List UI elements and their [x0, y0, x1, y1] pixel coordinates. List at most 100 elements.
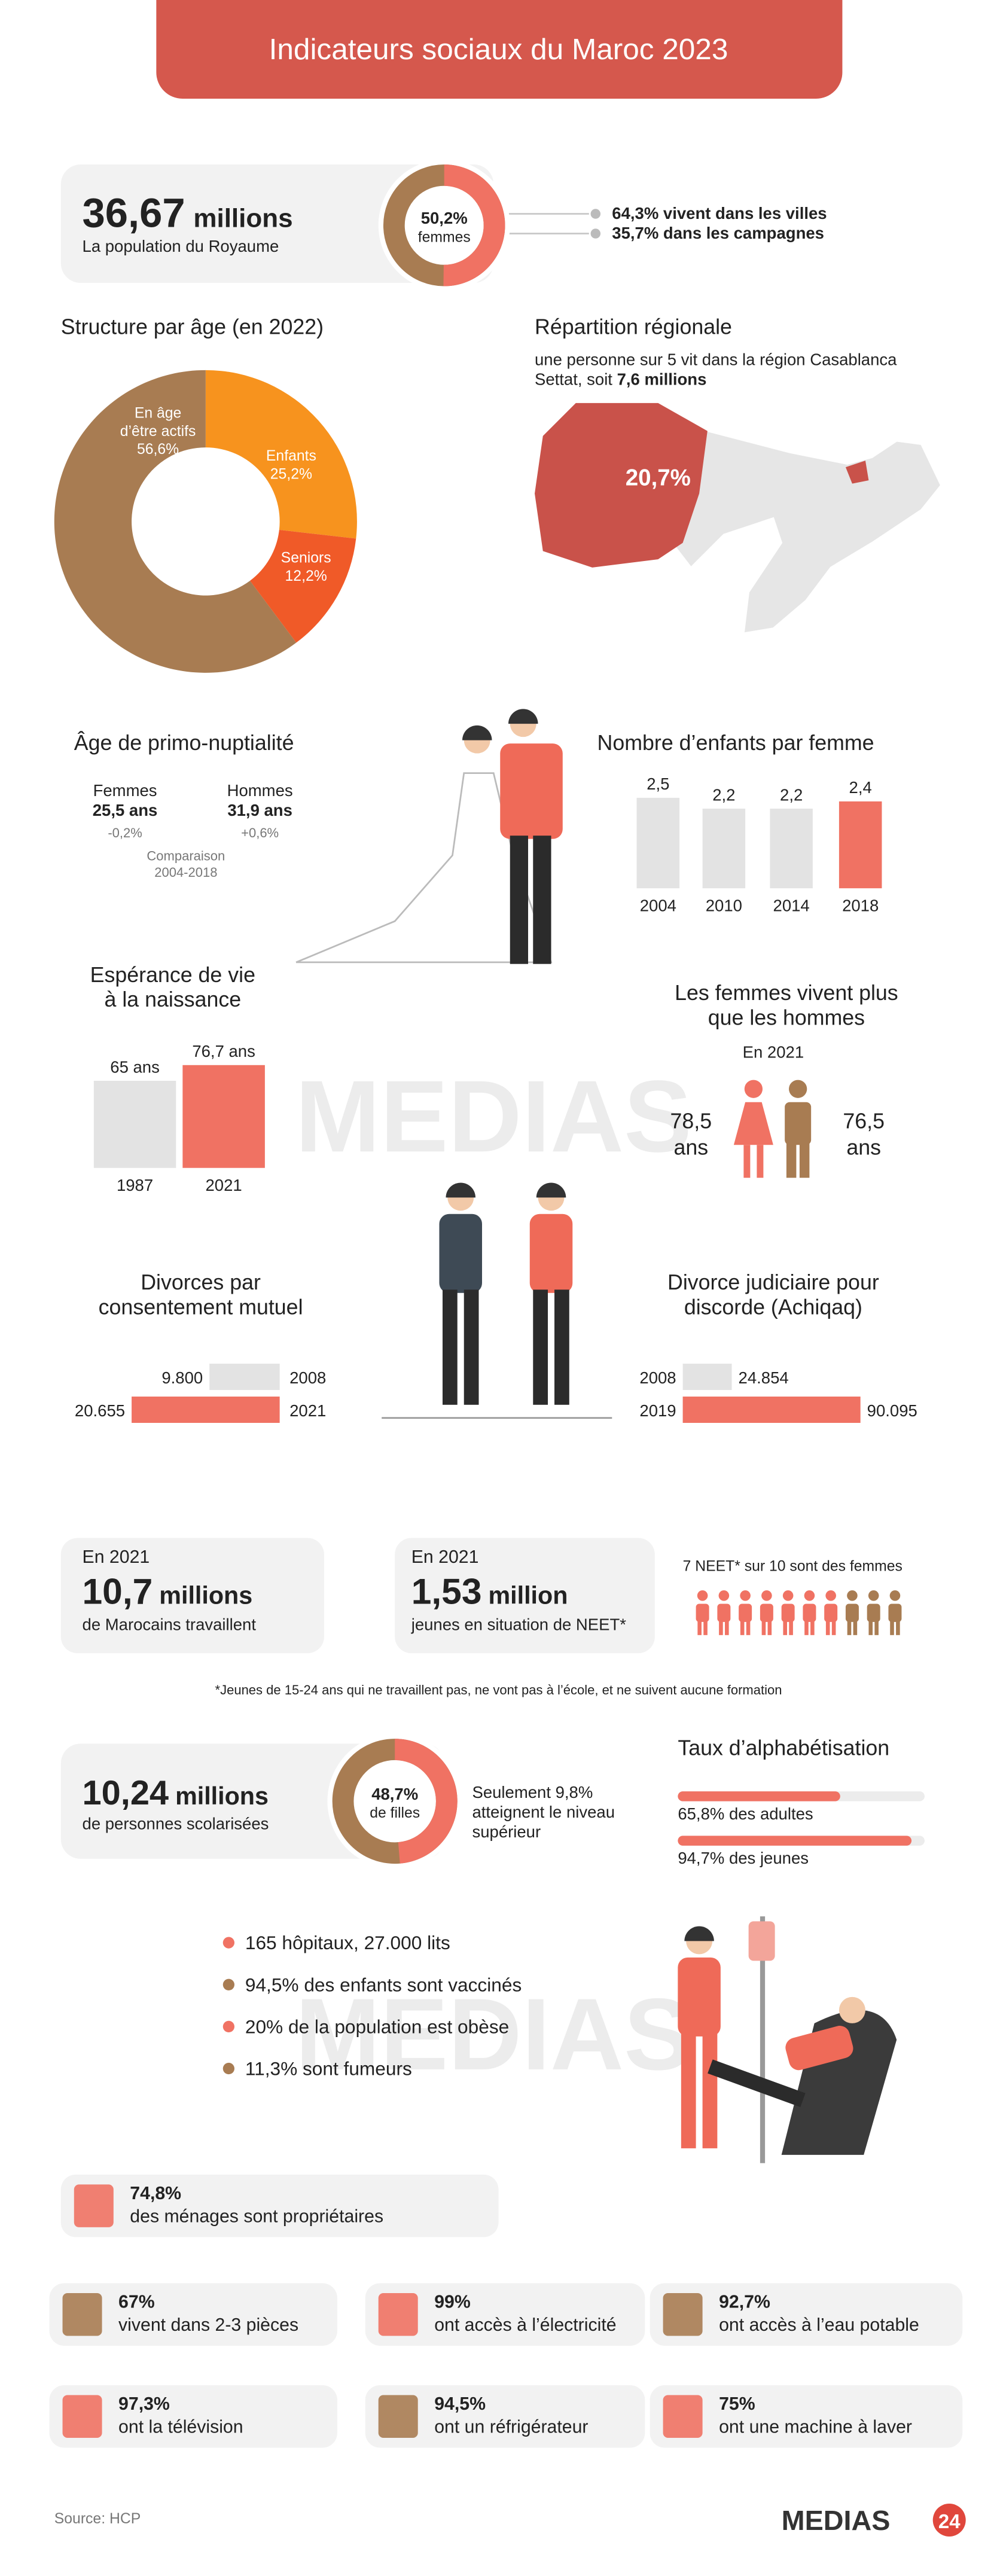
- category-label: 2014: [773, 897, 810, 915]
- donut-caption: de filles: [370, 1805, 420, 1821]
- bar-label: 20.655: [75, 1401, 125, 1420]
- health-item: 94,5% des enfants sont vaccinés: [245, 1974, 522, 1995]
- women-life: 78,5: [670, 1109, 712, 1133]
- housing-text: ont la télévision: [118, 2418, 243, 2437]
- employment-value: 10,7: [83, 1571, 153, 1612]
- category-label: 1987: [117, 1176, 153, 1194]
- illustration-body: [500, 743, 563, 839]
- icon-body: [717, 1603, 731, 1622]
- bar-label: 2,2: [780, 785, 803, 804]
- donut-caption: femmes: [418, 229, 471, 245]
- illustration-hair: [508, 709, 538, 724]
- donut-label: 48,7%: [371, 1785, 418, 1803]
- bar-label: 65,8% des adultes: [678, 1804, 813, 1823]
- icon-leg: [831, 1620, 836, 1635]
- section-title: à la naissance: [105, 987, 242, 1011]
- person-icon: [867, 1590, 880, 1635]
- bar: [93, 1081, 176, 1168]
- pie-slice: [54, 370, 297, 673]
- logo: MEDIAS: [782, 2505, 891, 2536]
- slice-label: En âge: [135, 406, 181, 422]
- icon-body: [696, 1603, 709, 1622]
- slice-value: 25,2%: [270, 466, 312, 482]
- housing-value: 74,8%: [130, 2184, 181, 2203]
- card: [60, 1538, 324, 1654]
- employment-caption: de Marocains travaillent: [83, 1615, 257, 1634]
- icon-body: [845, 1603, 859, 1622]
- section-title: Divorce judiciaire pour: [667, 1270, 879, 1294]
- bar-label: 24.854: [739, 1368, 789, 1387]
- card: [49, 2385, 337, 2448]
- housing-text: ont une machine à laver: [719, 2418, 912, 2437]
- bar: [839, 801, 882, 889]
- bar-label: 2,2: [712, 785, 735, 804]
- men-life: ans: [846, 1136, 881, 1160]
- icon-head: [825, 1590, 836, 1601]
- person-icon: [717, 1590, 731, 1635]
- bar: [702, 809, 746, 889]
- urban-share: 64,3% vivent dans les villes: [612, 204, 827, 222]
- icon-leg: [874, 1620, 879, 1635]
- category-label: 2021: [289, 1401, 326, 1420]
- category-label: 2021: [206, 1176, 242, 1194]
- icon: [663, 2395, 703, 2438]
- illustration-head: [839, 1996, 865, 2023]
- person-icon: [888, 1590, 902, 1635]
- housing-text: ont accès à l’électricité: [434, 2315, 616, 2335]
- bar: [636, 797, 680, 889]
- illustration-hair: [446, 1182, 475, 1198]
- card: [365, 2385, 645, 2448]
- source: Source: HCP: [54, 2511, 141, 2527]
- icon-leg: [767, 1620, 772, 1635]
- card: [650, 2385, 963, 2448]
- icon-head: [761, 1590, 772, 1601]
- higher-text: atteignent le niveau: [472, 1803, 615, 1821]
- bar-label: 76,7 ans: [192, 1042, 255, 1060]
- pie-slice: [205, 370, 357, 539]
- population-figure: 36,67 millions: [83, 190, 293, 236]
- schooling-value: 10,24: [83, 1774, 169, 1812]
- logo-number: 24: [938, 2510, 961, 2532]
- health-item: 20% de la population est obèse: [245, 2016, 509, 2037]
- housing-text: des ménages sont propriétaires: [130, 2207, 383, 2227]
- housing-value: 92,7%: [719, 2293, 770, 2312]
- icon-leg: [810, 1620, 815, 1635]
- donut-slice: [443, 164, 505, 286]
- higher-text: supérieur: [472, 1822, 541, 1841]
- icon-body: [803, 1603, 816, 1622]
- donut-slice: [395, 1739, 458, 1864]
- slice-label: Seniors: [281, 550, 331, 566]
- watermark: MEDIAS: [295, 1978, 692, 2092]
- higher-text: Seulement 9,8%: [472, 1783, 593, 1801]
- bullet: [222, 2020, 234, 2033]
- icon-dress: [733, 1102, 773, 1145]
- icon-leg: [725, 1620, 729, 1635]
- neet-figure: 1,53 million: [411, 1571, 568, 1612]
- icon-head: [804, 1590, 815, 1601]
- icon-leg: [783, 1620, 787, 1635]
- icon-body: [785, 1102, 812, 1145]
- illustration-leg: [681, 2033, 696, 2148]
- group-change: -0,2%: [108, 825, 142, 840]
- section-title: consentement mutuel: [99, 1295, 303, 1319]
- illustration-leg: [554, 1289, 569, 1405]
- icon-head: [740, 1590, 751, 1601]
- rural-share: 35,7% dans les campagnes: [612, 224, 824, 242]
- group-name: Hommes: [227, 781, 293, 800]
- note: Comparaison: [147, 848, 225, 863]
- health-item: 165 hôpitaux, 27.000 lits: [245, 1932, 450, 1953]
- illustration-leg: [533, 1289, 548, 1405]
- illustration-leg: [464, 1289, 479, 1405]
- icon-leg: [799, 1141, 810, 1178]
- pie-slice: [249, 529, 356, 643]
- housing-value: 67%: [118, 2293, 155, 2312]
- icon: [62, 2395, 102, 2438]
- illustration-leg: [702, 2033, 718, 2148]
- housing-value: 99%: [434, 2293, 471, 2312]
- icon-leg: [786, 1141, 797, 1178]
- section-title: Taux d’alphabétisation: [678, 1736, 889, 1760]
- logo-badge: [932, 2503, 966, 2537]
- icon-leg: [825, 1620, 830, 1635]
- icon-leg: [746, 1620, 751, 1635]
- group-age: 25,5 ans: [93, 801, 158, 819]
